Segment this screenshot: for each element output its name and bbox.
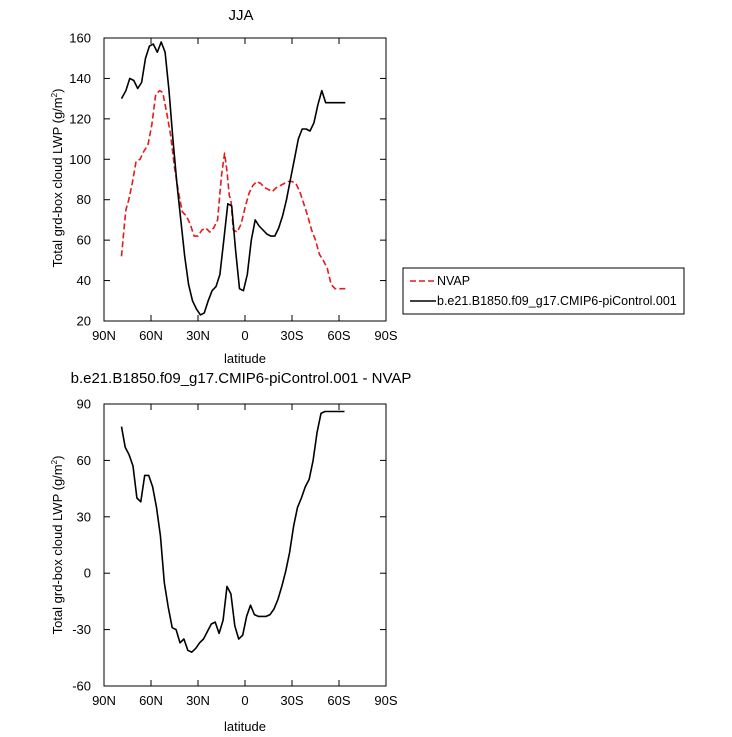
top-xtick-label: 90N [92, 328, 116, 343]
top-panel: JJA 90N 60N 30N 0 30S 60S 90S 20 40 60 80 100 120 140… [50, 7, 398, 366]
top-chart-series [120, 41, 347, 316]
legend-box [402, 267, 685, 315]
bottom-series-line-0 [120, 410, 345, 654]
top-series-line-0 [120, 89, 347, 290]
bottom-ytick-label: 0 [84, 566, 91, 581]
bottom-ytick-label: 30 [77, 509, 91, 524]
legend-label-model: b.e21.B1850.f09_g17.CMIP6-piControl.001 [437, 294, 677, 308]
bottom-ytick-label: 60 [77, 453, 91, 468]
top-xtick-label: 90S [374, 328, 397, 343]
bottom-chart-ylabel: Total grd-box cloud LWP (g/m2) [50, 456, 65, 635]
bottom-xtick-label: 30N [186, 693, 210, 708]
bottom-plot-frame [103, 403, 387, 687]
bottom-chart-series [120, 410, 345, 654]
top-chart-xlabel: latitude [224, 351, 266, 366]
top-plot-frame [103, 37, 387, 322]
bottom-xtick-label: 0 [241, 693, 248, 708]
top-ytick-label: 100 [69, 152, 91, 167]
top-ytick-label: 160 [69, 31, 91, 46]
top-ytick-label: 140 [69, 71, 91, 86]
bottom-chart-title: b.e21.B1850.f09_g17.CMIP6-piControl.001 … [71, 370, 412, 387]
legend-label-nvap: NVAP [437, 274, 470, 288]
bottom-xtick-label: 60N [139, 693, 163, 708]
bottom-xtick-label: 90S [374, 693, 397, 708]
bottom-xtick-label: 90N [92, 693, 116, 708]
top-ytick-label: 60 [77, 233, 91, 248]
top-xtick-label: 60S [327, 328, 350, 343]
legend: NVAP b.e21.B1850.f09_g17.CMIP6-piControl… [402, 267, 685, 315]
top-xtick-label: 30S [280, 328, 303, 343]
bottom-ytick-label: -60 [72, 679, 91, 694]
top-xtick-label: 60N [139, 328, 163, 343]
top-xtick-label: 30N [186, 328, 210, 343]
bottom-ytick-label: 90 [77, 397, 91, 412]
bottom-ytick-label: -30 [72, 622, 91, 637]
top-series-line-1 [120, 41, 346, 316]
top-ytick-label: 20 [77, 314, 91, 329]
top-ytick-label: 120 [69, 111, 91, 126]
top-ytick-label: 40 [77, 273, 91, 288]
top-chart-ylabel: Total grd-box cloud LWP (g/m2) [50, 89, 65, 268]
top-xtick-label: 0 [241, 328, 248, 343]
bottom-panel: b.e21.B1850.f09_g17.CMIP6-piControl.001 … [50, 370, 411, 734]
bottom-xtick-label: 30S [280, 693, 303, 708]
bottom-xtick-label: 60S [327, 693, 350, 708]
top-chart-axes: 90N 60N 30N 0 30S 60S 90S 20 40 60 80 100 120 140 160 [69, 31, 398, 344]
top-ytick-label: 80 [77, 192, 91, 207]
bottom-chart-axes: 90N 60N 30N 0 30S 60S 90S -60 -30 0 30 60 90 [72, 397, 398, 709]
top-chart-title: JJA [228, 7, 253, 24]
bottom-chart-xlabel: latitude [224, 719, 266, 734]
